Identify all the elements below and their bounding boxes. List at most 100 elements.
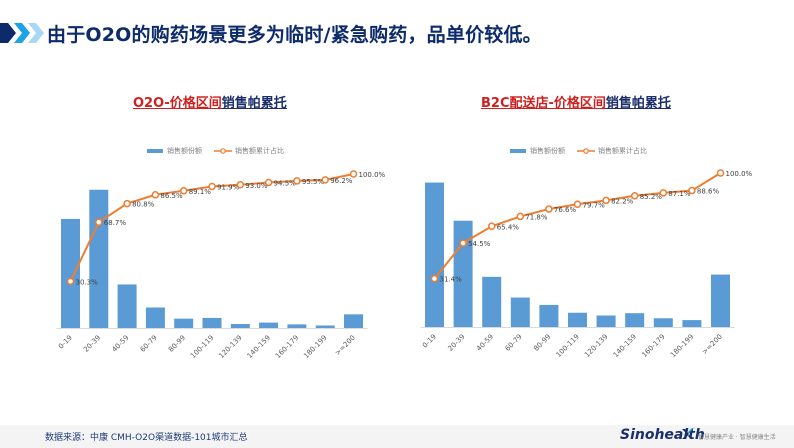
bar-legend-swatch (147, 149, 163, 153)
legend-bar-label: 销售额份额 (530, 147, 565, 155)
data-label: 96.2% (330, 177, 353, 185)
bar (230, 324, 250, 328)
line-marker (630, 192, 639, 200)
x-tick-label: 120-139 (583, 333, 609, 359)
bar (61, 218, 80, 328)
line-marker (716, 169, 725, 177)
bar (711, 274, 730, 327)
line-marker (208, 182, 216, 191)
data-label: 30.3% (76, 278, 99, 286)
bar (682, 320, 702, 327)
data-label: 100.0% (359, 171, 386, 179)
bar (315, 325, 335, 328)
chart-legend-b2c: 销售额份额 销售额累计占比 (510, 146, 659, 156)
line-legend-marker-icon (577, 148, 595, 154)
pareto-chart-o2o: 0-19 20-39 40-59 60-79 80-99 100-119 120-139 14… (56, 170, 386, 360)
chevron-arrows-icon (0, 23, 44, 43)
x-tick-label: 0-19 (57, 334, 74, 351)
x-tick-label: >=200 (701, 333, 724, 356)
cumulative-line (433, 172, 722, 280)
chart-title-red-part: O2O-价格区间 (133, 96, 222, 111)
data-label: 80.8% (132, 201, 155, 209)
data-label: 88.6% (697, 188, 720, 196)
chart-title-b2c: B2C配送店-价格区间销售帕累托 (481, 92, 671, 111)
x-tick-label: 100-119 (189, 334, 215, 360)
x-tick-label: 120-139 (217, 334, 243, 360)
x-tick-label: 80-99 (167, 334, 187, 354)
data-label: 31.4% (440, 276, 463, 284)
data-label: 91.9% (217, 183, 240, 191)
bar (89, 189, 109, 328)
bar (539, 304, 559, 327)
data-label: 86.5% (160, 192, 183, 200)
brand-logo-icon (682, 428, 694, 439)
x-tick-label: 180-199 (669, 333, 695, 359)
line-marker (487, 222, 496, 231)
x-tick-label: 80-99 (532, 333, 552, 353)
line-marker (602, 196, 610, 205)
bar (625, 313, 645, 327)
x-tick-label: 20-39 (446, 333, 466, 353)
x-tick-label: 140-159 (246, 334, 272, 360)
data-label: 87.1% (668, 190, 691, 198)
x-tick-label: 180-199 (302, 334, 328, 360)
data-label: 94.5% (274, 179, 297, 187)
bar (596, 315, 616, 327)
bar (482, 276, 502, 327)
legend-bar-label: 销售额份额 (167, 147, 202, 155)
line-marker (659, 189, 668, 197)
bar-legend-swatch (510, 149, 526, 153)
x-tick-label: 160-179 (640, 333, 666, 359)
line-marker (545, 205, 553, 213)
chart-title-blue-part: 销售帕累托 (605, 96, 671, 111)
legend-line-label: 销售额累计占比 (598, 147, 647, 155)
x-tick-label: 60-79 (504, 333, 524, 353)
line-marker (321, 176, 329, 184)
line-marker (95, 218, 103, 226)
bar (259, 322, 279, 328)
brand-slogan: 智慧健康产业 · 智慧健康生活 (698, 434, 776, 441)
line-marker (151, 191, 160, 199)
line-legend-marker-icon (214, 148, 232, 154)
x-tick-label: 100-119 (555, 333, 581, 359)
bar (453, 220, 473, 327)
line-marker (236, 181, 245, 189)
bar (344, 314, 363, 328)
data-label: 71.8% (525, 213, 548, 221)
chart-title-red-part: B2C配送店-价格区间 (481, 96, 606, 111)
x-tick-label: 160-179 (274, 334, 300, 360)
bar (174, 318, 194, 328)
bar (145, 307, 165, 328)
line-marker (123, 199, 131, 208)
x-tick-label: 60-79 (139, 334, 159, 354)
x-tick-label: >=200 (334, 334, 357, 357)
x-tick-label: 40-59 (475, 333, 495, 353)
line-marker (573, 200, 582, 209)
data-label: 82.2% (611, 197, 634, 205)
x-tick-label: 20-39 (82, 334, 102, 354)
line-marker (516, 212, 525, 221)
data-label: 54.5% (468, 240, 491, 248)
chart-title-blue-part: 销售帕累托 (221, 96, 287, 111)
pareto-chart-b2c: 0-19 20-39 40-59 60-79 80-99 100-119 120-139 14… (420, 169, 753, 359)
data-label: 76.6% (554, 206, 577, 214)
bar (510, 297, 530, 327)
line-marker (459, 239, 467, 247)
x-tick-label: 0-19 (421, 333, 438, 350)
data-label: 95.5% (302, 178, 325, 186)
chart-title-o2o: O2O-价格区间销售帕累托 (133, 92, 287, 111)
page-title: 由于O2O的购药场景更多为临时/紧急购药，品单价较低。 (47, 24, 542, 46)
line-marker (264, 178, 273, 187)
bar (117, 284, 137, 328)
data-label: 68.7% (104, 219, 127, 227)
line-marker (66, 277, 75, 286)
data-label: 93.0% (245, 182, 268, 190)
data-label: 65.4% (497, 223, 520, 231)
line-marker (349, 170, 358, 178)
data-source-note: 数据来源：中康 CMH-O2O渠道数据-101城市汇总 (45, 433, 248, 443)
chart-legend-o2o: 销售额份额 销售额累计占比 (147, 146, 296, 156)
data-label: 100.0% (726, 170, 753, 178)
bar (202, 317, 222, 328)
legend-line-label: 销售额累计占比 (235, 147, 284, 155)
bar (653, 318, 673, 327)
